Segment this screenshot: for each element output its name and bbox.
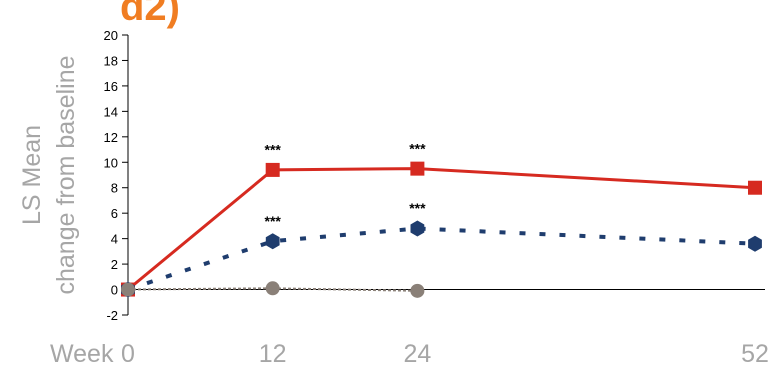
y-tick-label: 14: [104, 104, 118, 119]
series-1-point: [265, 162, 280, 177]
y-tick-label: 2: [111, 257, 118, 272]
y-tick-label: 18: [104, 53, 118, 68]
chart-title-fragment: d2): [120, 0, 180, 29]
series-2-line: [127, 226, 756, 292]
annotation-layer: *** *** *** ***: [265, 140, 427, 229]
y-tick-label: 6: [111, 206, 118, 221]
y-tick-label: 4: [111, 232, 118, 247]
series-1-point: [748, 180, 762, 195]
y-axis-label-line1: LS Mean: [18, 125, 46, 225]
significance-label: ***: [265, 213, 282, 229]
y-tick-label: -2: [106, 308, 118, 323]
series-1-line: [127, 167, 756, 291]
y-tick-label: 10: [104, 155, 118, 170]
x-tick-label: 24: [403, 340, 431, 366]
series-2-point: [748, 235, 762, 252]
y-tick-label: 12: [104, 130, 118, 145]
series-1-point: [410, 161, 425, 176]
series-3-point: [265, 281, 280, 296]
y-tick-label: 16: [104, 79, 118, 94]
y-axis-label: LS Mean change from baseline: [18, 55, 80, 294]
series-2-point: [410, 220, 425, 237]
y-tick-label: 0: [111, 283, 118, 298]
y-tick-label: 20: [104, 28, 118, 43]
x-tick-label: 0: [121, 340, 135, 366]
significance-label: ***: [265, 142, 282, 158]
series-2-point: [265, 233, 280, 250]
series-3-point: [121, 282, 135, 297]
y-tick-label: 8: [111, 181, 118, 196]
significance-label: ***: [409, 200, 426, 216]
significance-label: ***: [409, 140, 426, 156]
series-layer: [121, 161, 762, 298]
y-axis-label-line2: change from baseline: [52, 55, 80, 294]
x-axis-label: Week: [50, 340, 114, 366]
series-3-line: [127, 287, 418, 292]
x-tick-label: 12: [259, 340, 287, 366]
x-tick-label: 52: [741, 340, 769, 366]
series-3-point: [410, 283, 425, 298]
